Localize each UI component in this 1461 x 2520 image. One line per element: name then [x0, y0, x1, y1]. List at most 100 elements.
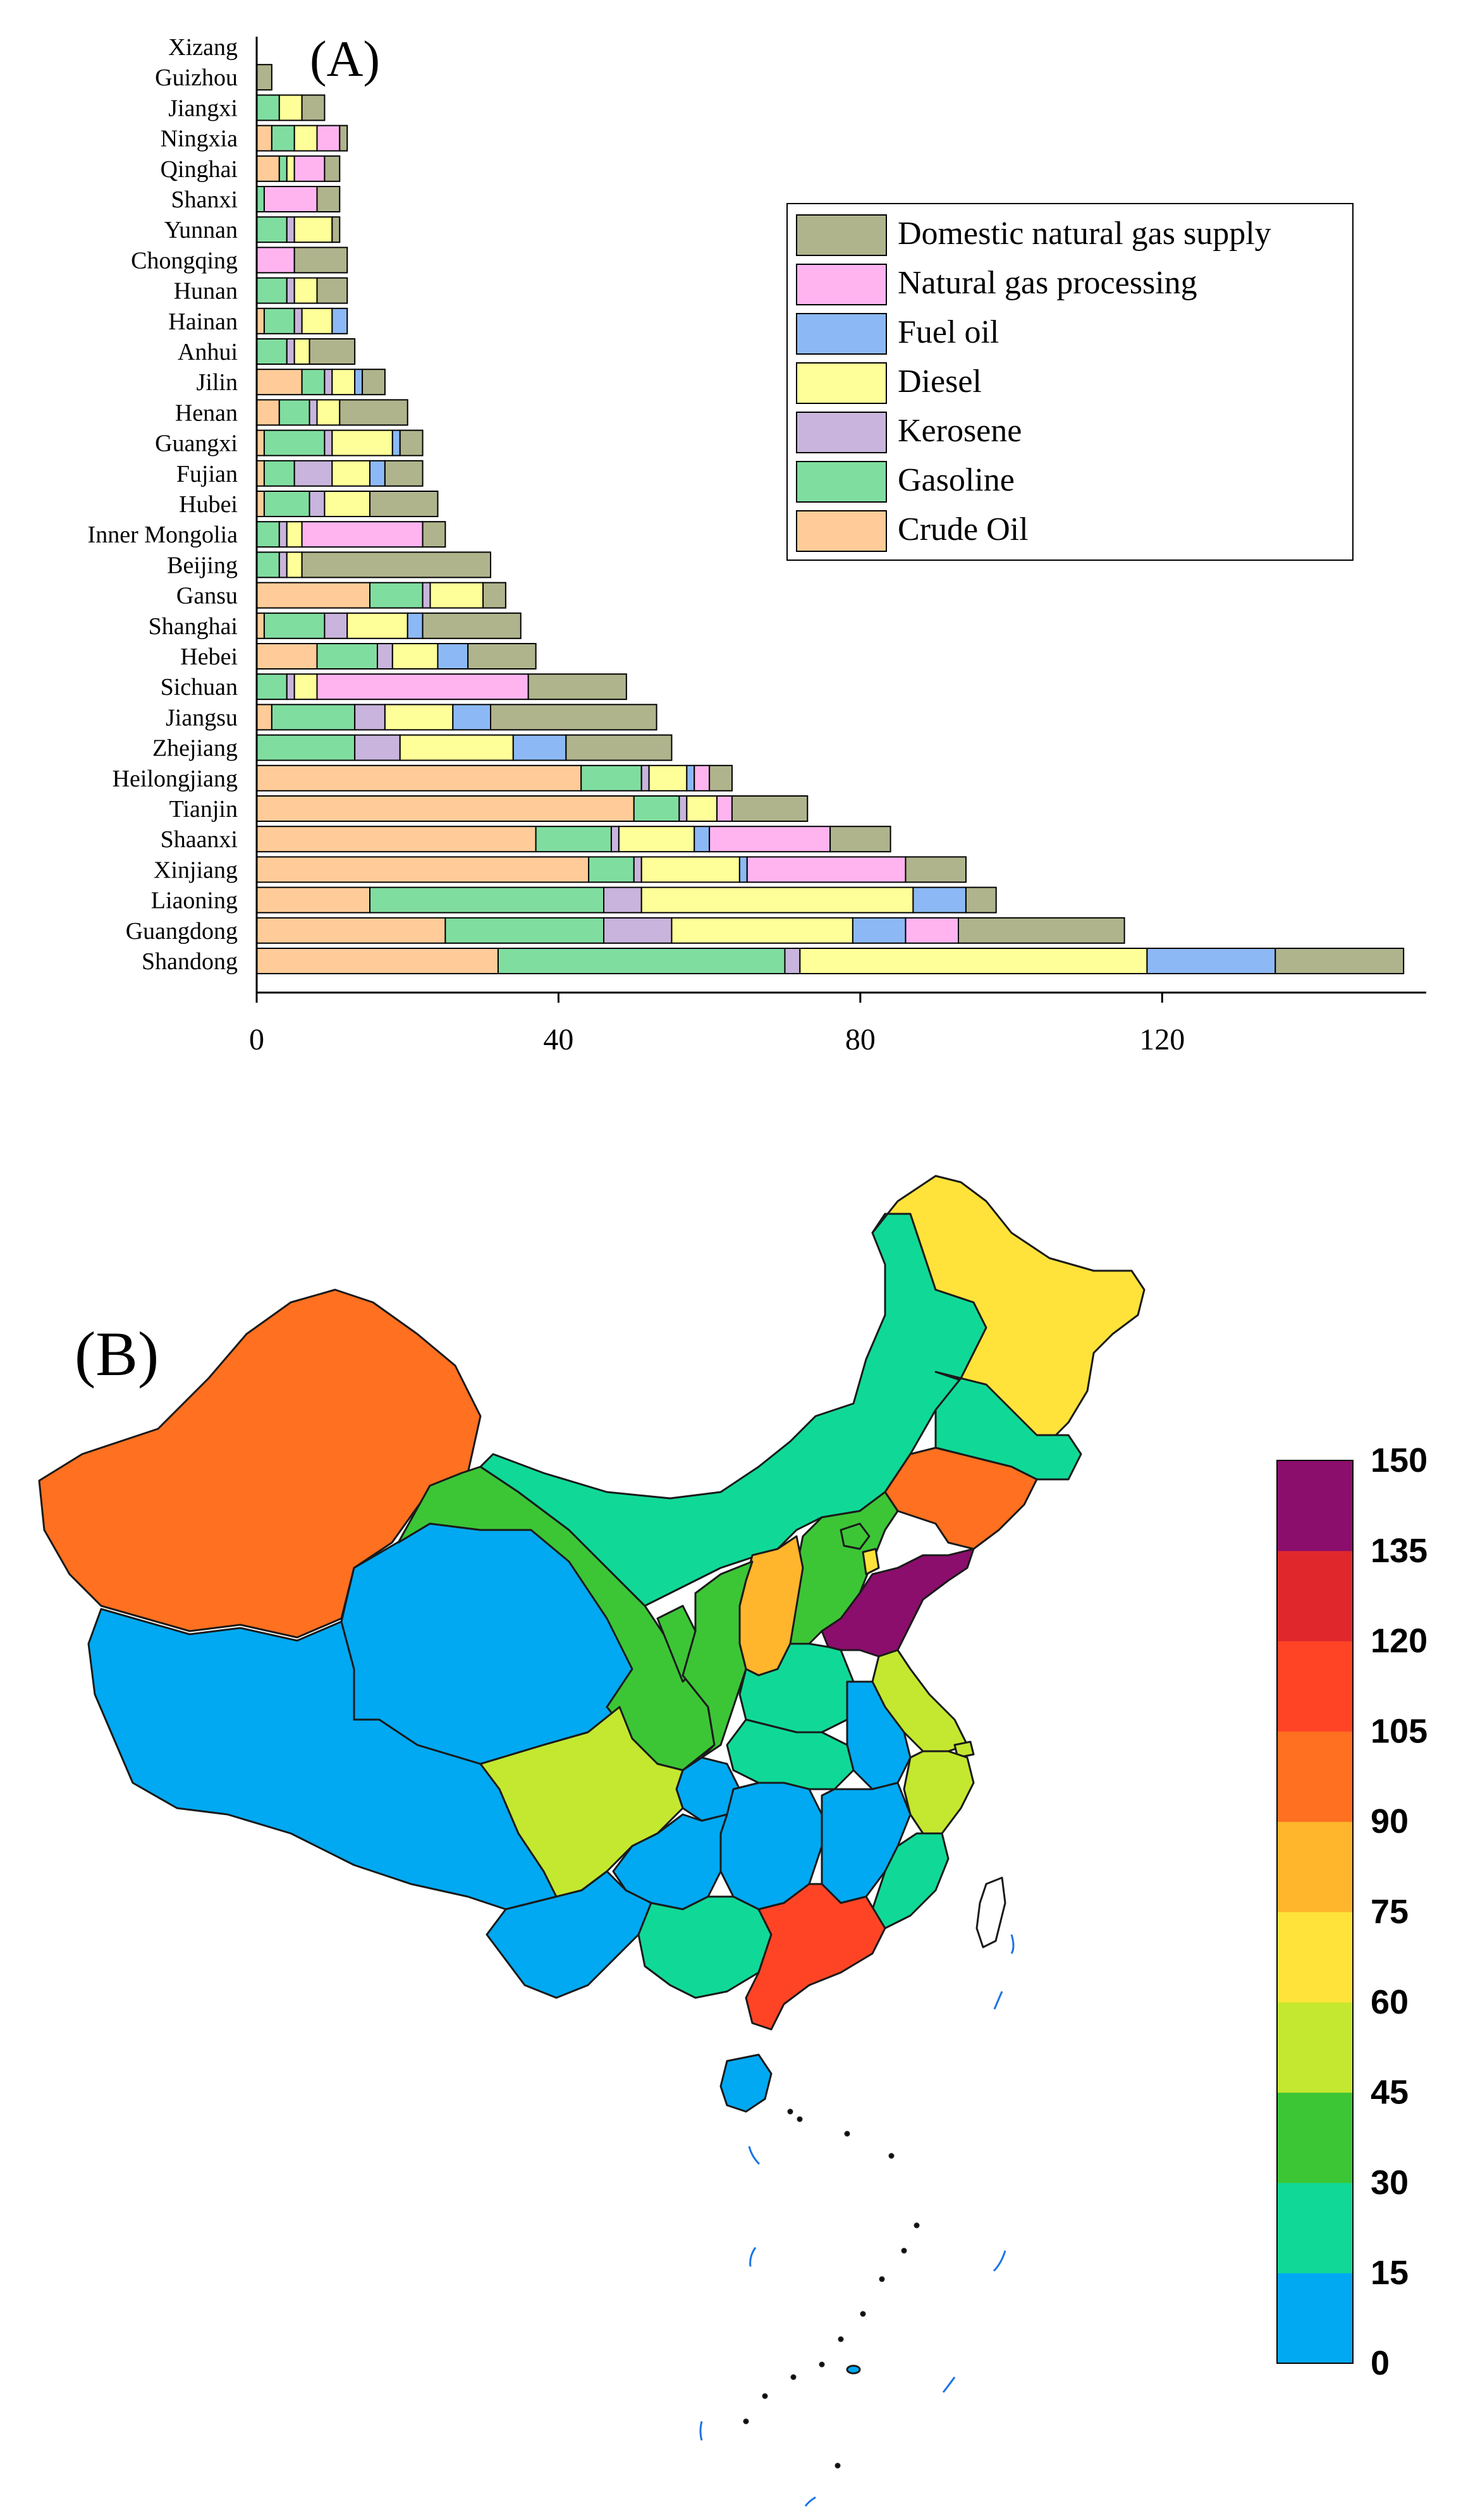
bar-segment-hunan-kerosene — [286, 277, 295, 304]
bar-segment-inner-mongolia-domestic-natural-gas-supply — [422, 521, 446, 548]
colorbar-segment-8 — [1277, 1550, 1353, 1642]
bar-segment-fujian-domestic-natural-gas-supply — [384, 460, 424, 487]
category-label-guangxi: Guangxi — [155, 431, 238, 457]
region-shaanxi — [682, 1560, 754, 1759]
panel-b-map: (B) — [38, 1175, 1427, 2507]
bar-hubei — [256, 491, 439, 517]
bar-segment-tianjin-domestic-natural-gas-supply — [731, 795, 809, 822]
region-hainan — [719, 2053, 773, 2113]
legend-swatch-natural-gas-processing — [796, 264, 887, 305]
bar-segment-beijing-diesel — [286, 551, 303, 578]
bar-segment-guangdong-gasoline — [444, 917, 605, 944]
bar-segment-henan-crude-oil — [256, 399, 280, 426]
bar-segment-gansu-gasoline — [369, 582, 424, 609]
bar-segment-zhejiang-kerosene — [354, 734, 401, 761]
bar-segment-anhui-diesel — [293, 338, 310, 365]
bar-segment-sichuan-diesel — [293, 673, 318, 700]
bar-xinjiang — [256, 856, 967, 883]
bar-segment-shanghai-domestic-natural-gas-supply — [422, 612, 522, 639]
category-label-inner-mongolia: Inner Mongolia — [88, 522, 238, 548]
colorbar-tick-60: 60 — [1371, 1983, 1409, 2021]
bar-segment-chongqing-natural-gas-processing — [256, 247, 295, 274]
colorbar-frame — [1276, 1460, 1354, 2364]
colorbar-tick-0: 0 — [1371, 2344, 1390, 2382]
bar-segment-ningxia-gasoline — [271, 125, 295, 152]
bar-segment-yunnan-gasoline — [256, 216, 288, 243]
bar-segment-tianjin-crude-oil — [256, 795, 635, 822]
category-label-qinghai: Qinghai — [161, 156, 238, 183]
region-beijing — [840, 1522, 871, 1550]
bar-segment-shandong-fuel-oil — [1146, 948, 1276, 974]
bar-segment-hainan-fuel-oil — [331, 307, 348, 334]
colorbar-segment-9 — [1277, 1460, 1353, 1551]
bar-segment-liaoning-gasoline — [369, 886, 605, 914]
bar-segment-guizhou-domestic-natural-gas-supply — [256, 64, 272, 91]
region-zhejiang — [903, 1750, 975, 1835]
bar-segment-beijing-gasoline — [256, 551, 280, 578]
bar-segment-liaoning-kerosene — [603, 886, 642, 914]
bar-segment-heilongjiang-natural-gas-processing — [694, 764, 711, 792]
category-label-henan: Henan — [175, 400, 238, 426]
legend-swatch-crude-oil — [796, 510, 887, 552]
bar-segment-sichuan-kerosene — [286, 673, 295, 700]
bar-segment-jilin-domestic-natural-gas-supply — [362, 369, 386, 396]
category-label-hunan: Hunan — [174, 278, 238, 305]
colorbar-tick-150: 150 — [1371, 1441, 1427, 1479]
region-hubei — [726, 1718, 855, 1790]
bar-segment-chongqing-domestic-natural-gas-supply — [293, 247, 348, 274]
bar-segment-jiangsu-fuel-oil — [452, 704, 491, 731]
region-guangxi — [637, 1895, 773, 1999]
bar-segment-hunan-domestic-natural-gas-supply — [316, 277, 348, 304]
bar-segment-guangxi-gasoline — [263, 429, 326, 456]
colorbar: 0 15 30 45 60 75 90 105 120 135 150 — [1276, 1441, 1427, 2382]
panel-a-label: (A) — [310, 32, 380, 87]
bar-segment-hubei-crude-oil — [256, 491, 265, 517]
bar-segment-shanxi-natural-gas-processing — [263, 186, 318, 212]
bar-segment-yunnan-domestic-natural-gas-supply — [331, 216, 341, 243]
category-label-yunnan: Yunnan — [164, 217, 238, 243]
bar-segment-jiangxi-diesel — [278, 94, 303, 121]
bar-jilin — [256, 369, 386, 396]
bar-chongqing — [256, 247, 348, 274]
category-label-tianjin: Tianjin — [169, 796, 238, 823]
bar-segment-guangdong-diesel — [671, 917, 853, 944]
legend-label-diesel: Diesel — [898, 364, 982, 400]
bar-segment-hebei-domestic-natural-gas-supply — [467, 643, 537, 670]
region-tianjin — [862, 1548, 880, 1575]
bar-qinghai — [256, 155, 341, 182]
bar-segment-fujian-crude-oil — [256, 460, 265, 487]
bar-segment-heilongjiang-gasoline — [580, 764, 642, 792]
bar-segment-shaanxi-crude-oil — [256, 826, 537, 853]
bar-segment-inner-mongolia-diesel — [286, 521, 303, 548]
category-label-shandong: Shandong — [142, 948, 238, 975]
bar-segment-gansu-kerosene — [422, 582, 431, 609]
x-tick-label-80: 80 — [845, 1023, 876, 1056]
bar-segment-xinjiang-fuel-oil — [738, 856, 748, 883]
bar-segment-guangxi-domestic-natural-gas-supply — [399, 429, 424, 456]
legend-label-kerosene: Kerosene — [898, 413, 1022, 449]
bar-segment-henan-domestic-natural-gas-supply — [339, 399, 408, 426]
bar-segment-gansu-domestic-natural-gas-supply — [482, 582, 506, 609]
bar-segment-yunnan-kerosene — [286, 216, 295, 243]
bar-segment-guangdong-kerosene — [603, 917, 673, 944]
category-label-gansu: Gansu — [176, 583, 238, 609]
category-label-hubei: Hubei — [179, 491, 238, 518]
bar-segment-shanghai-gasoline — [263, 612, 326, 639]
bar-segment-shandong-kerosene — [784, 948, 801, 974]
bar-shaanxi — [256, 826, 891, 853]
bar-segment-inner-mongolia-natural-gas-processing — [301, 521, 424, 548]
bar-segment-jilin-kerosene — [324, 369, 333, 396]
bar-segment-guangdong-domestic-natural-gas-supply — [958, 917, 1125, 944]
colorbar-segment-6 — [1277, 1731, 1353, 1822]
bar-segment-xinjiang-natural-gas-processing — [746, 856, 907, 883]
bar-segment-hubei-kerosene — [309, 491, 326, 517]
bar-segment-shandong-crude-oil — [256, 948, 499, 974]
bar-segment-jilin-gasoline — [301, 369, 326, 396]
bar-sichuan — [256, 673, 627, 700]
bar-anhui — [256, 338, 356, 365]
bar-segment-liaoning-crude-oil — [256, 886, 371, 914]
bar-shandong — [256, 948, 1405, 974]
bar-heilongjiang — [256, 764, 733, 792]
category-label-sichuan: Sichuan — [161, 674, 238, 700]
bar-shanxi — [256, 186, 341, 212]
